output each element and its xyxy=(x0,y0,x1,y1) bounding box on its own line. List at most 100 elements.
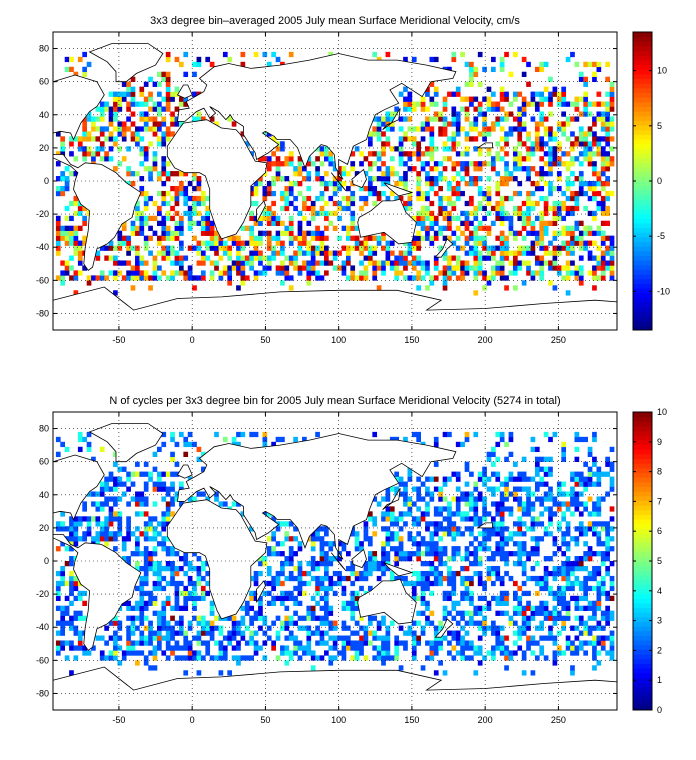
bin-cell xyxy=(337,185,342,192)
bin-cell xyxy=(310,665,316,671)
bin-cell xyxy=(152,580,158,587)
bin-cell xyxy=(398,91,404,97)
bin-cell xyxy=(539,481,545,487)
bin-cell xyxy=(315,585,320,592)
bin-cell xyxy=(113,136,118,142)
bin-cell xyxy=(425,235,430,241)
bin-cell xyxy=(152,255,158,261)
bin-cell xyxy=(275,220,281,226)
bin-cell xyxy=(332,556,338,562)
bin-cell xyxy=(570,235,575,241)
bin-cell xyxy=(482,506,487,512)
bin-cell xyxy=(253,200,259,207)
bin-cell xyxy=(451,200,457,207)
bin-cell xyxy=(583,620,589,626)
bin-cell xyxy=(389,240,395,246)
bin-cell xyxy=(95,491,101,497)
bin-cell xyxy=(407,126,413,132)
bin-cell xyxy=(297,600,303,606)
bin-cell xyxy=(86,431,92,438)
bin-cell xyxy=(447,275,452,281)
bin-cell xyxy=(253,235,259,241)
bin-cell xyxy=(521,225,527,231)
bin-cell xyxy=(95,126,101,132)
bin-cell xyxy=(354,620,360,626)
bin-cell xyxy=(192,176,197,182)
bin-cell xyxy=(183,561,189,567)
bin-cell xyxy=(376,240,382,246)
bin-cell xyxy=(148,640,153,646)
bin-cell xyxy=(574,456,580,462)
bin-cell xyxy=(363,655,369,661)
bin-cell xyxy=(587,230,593,236)
bin-cell xyxy=(126,635,131,641)
bin-cell xyxy=(433,86,439,92)
bin-cell xyxy=(258,156,263,162)
bin-cell xyxy=(504,96,509,102)
bin-cell xyxy=(600,575,606,582)
bin-cell xyxy=(433,461,439,467)
bin-cell xyxy=(499,260,505,266)
bin-cell xyxy=(157,476,162,482)
bin-cell xyxy=(482,541,487,547)
bin-cell xyxy=(486,456,492,462)
bin-cell xyxy=(288,156,294,162)
bin-cell xyxy=(600,521,606,527)
bin-cell xyxy=(583,225,589,231)
bin-cell xyxy=(609,476,615,482)
bin-cell xyxy=(587,161,593,167)
bin-cell xyxy=(469,610,474,616)
bin-cell xyxy=(165,516,171,522)
bin-cell xyxy=(416,635,421,641)
bin-cell xyxy=(161,156,167,162)
bin-cell xyxy=(433,476,439,482)
bin-cell xyxy=(262,185,268,192)
bin-cell xyxy=(135,275,140,281)
bin-cell xyxy=(451,205,457,212)
bin-cell xyxy=(499,56,505,63)
bin-cell xyxy=(135,126,140,132)
bin-cell xyxy=(556,230,562,236)
bin-cell xyxy=(139,640,145,646)
bin-cell xyxy=(161,521,167,527)
bin-cell xyxy=(302,200,307,207)
colorbar-segment xyxy=(633,59,652,66)
bin-cell xyxy=(508,650,514,656)
bin-cell xyxy=(249,655,254,661)
bin-cell xyxy=(504,166,509,172)
bin-cell xyxy=(605,521,610,527)
bin-cell xyxy=(596,66,602,73)
bin-cell xyxy=(583,501,589,507)
bin-cell xyxy=(231,635,237,641)
bin-cell xyxy=(306,640,312,646)
bin-cell xyxy=(460,496,465,502)
colorbar-segment xyxy=(633,274,652,280)
bin-cell xyxy=(82,131,87,137)
bin-cell xyxy=(310,541,316,547)
bin-cell xyxy=(556,565,562,572)
bin-cell xyxy=(363,635,369,641)
bin-cell xyxy=(354,570,360,577)
bin-cell xyxy=(332,640,338,646)
bin-cell xyxy=(495,531,501,537)
bin-cell xyxy=(411,595,417,602)
bin-cell xyxy=(433,176,439,182)
bin-cell xyxy=(192,205,197,212)
bin-cell xyxy=(473,561,479,567)
colorbar-segment xyxy=(633,412,652,418)
bin-cell xyxy=(552,260,558,266)
bin-cell xyxy=(565,575,571,582)
bin-cell xyxy=(433,541,439,547)
bin-cell xyxy=(266,161,272,167)
bin-cell xyxy=(315,431,320,438)
bin-cell xyxy=(429,176,435,182)
bin-cell xyxy=(517,471,523,477)
bin-cell xyxy=(148,476,153,482)
bin-cell xyxy=(548,205,553,212)
bin-cell xyxy=(425,600,430,606)
bin-cell xyxy=(609,81,615,87)
bin-cell xyxy=(587,156,593,162)
y-tick-label: 40 xyxy=(39,110,49,120)
bin-cell xyxy=(534,541,540,547)
bin-cell xyxy=(73,71,79,77)
